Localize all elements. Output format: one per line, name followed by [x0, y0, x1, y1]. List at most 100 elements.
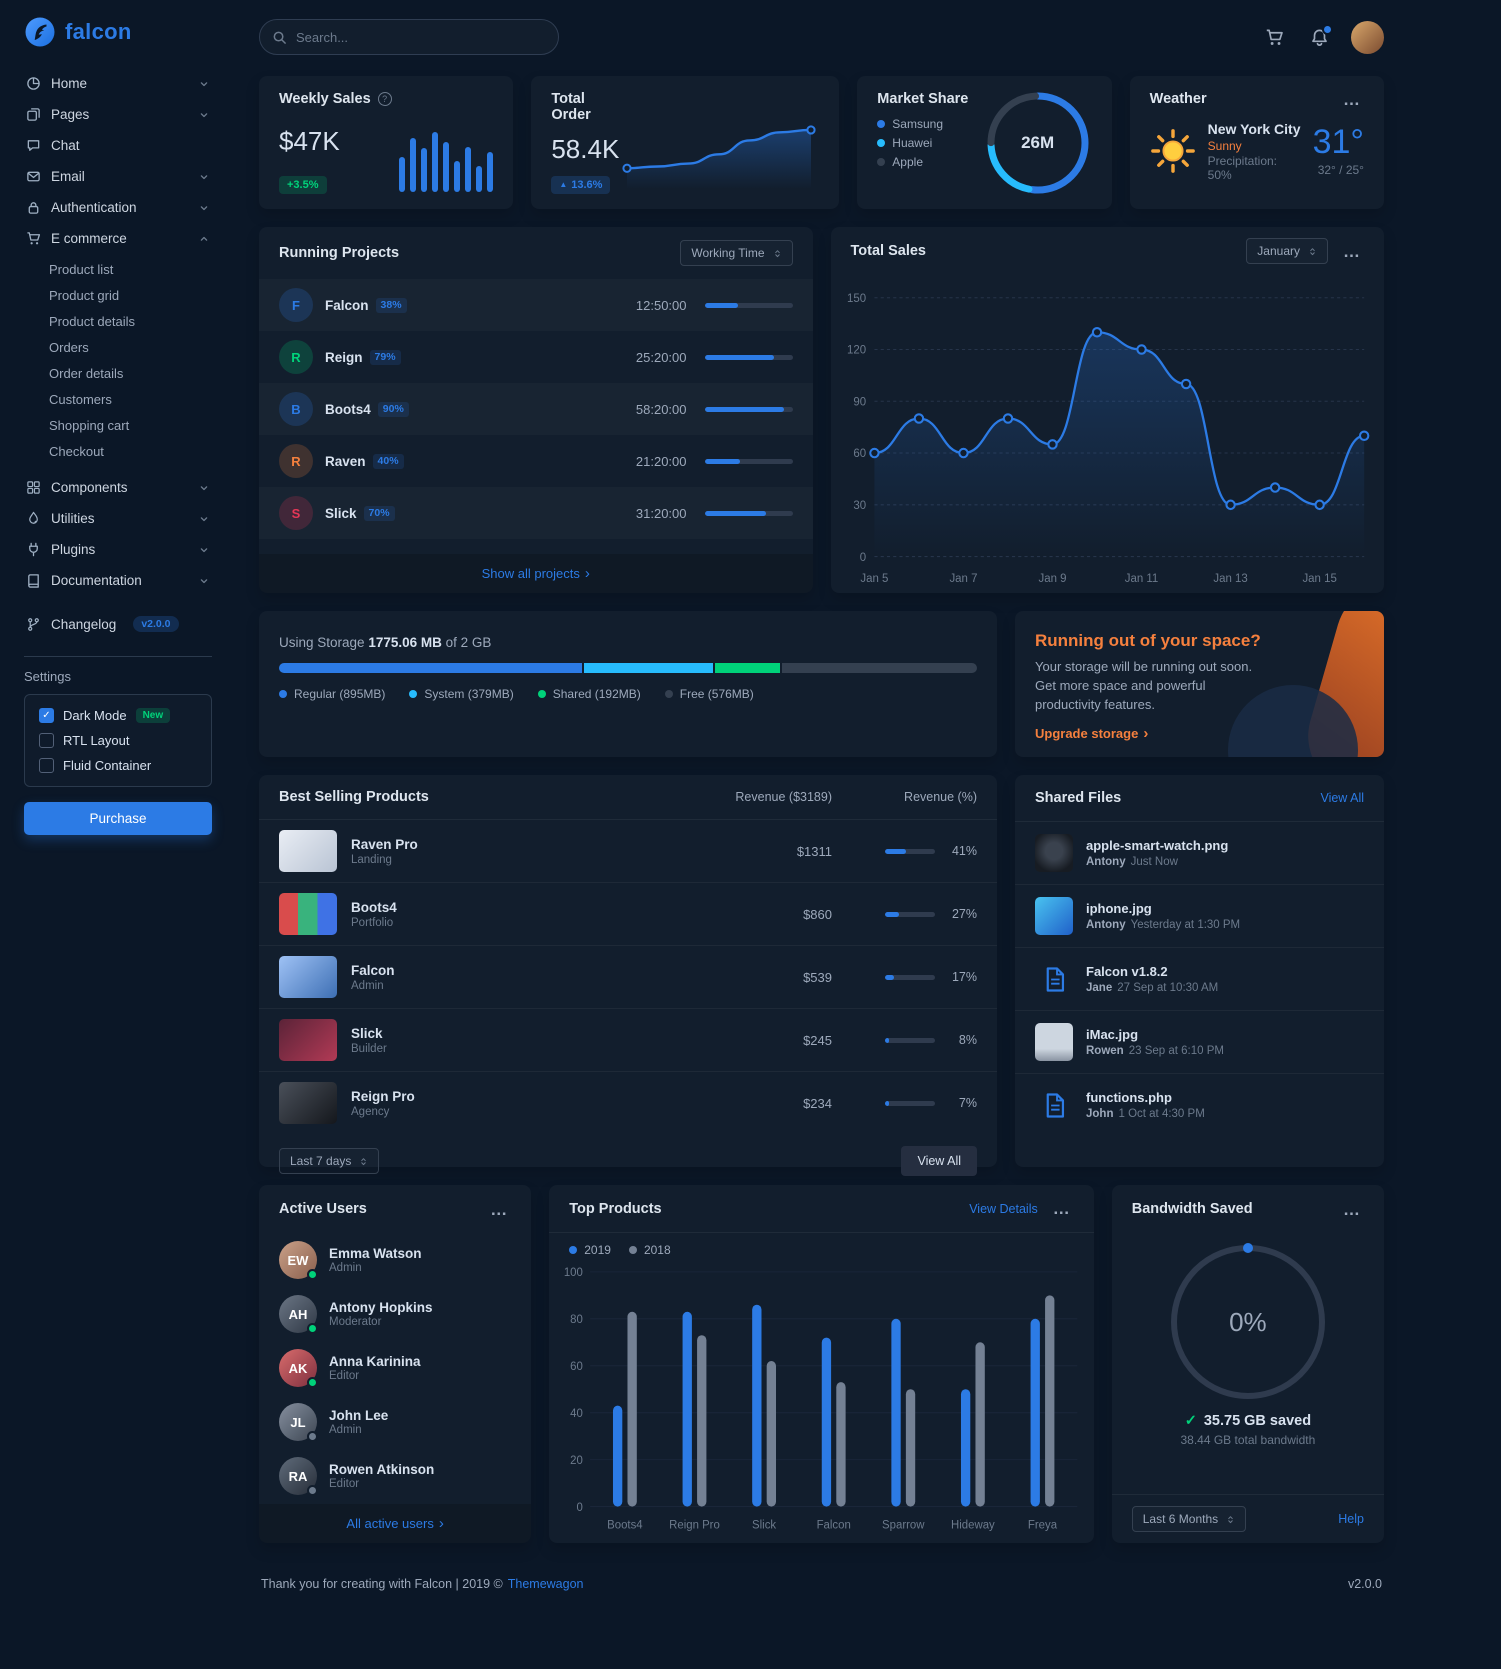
project-avatar: F [279, 288, 313, 322]
project-name-link[interactable]: Slick [325, 505, 357, 521]
user-row[interactable]: AH Antony Hopkins Moderator [259, 1287, 531, 1341]
all-active-users-link[interactable]: All active users › [259, 1504, 532, 1543]
file-name[interactable]: Falcon v1.8.2 [1086, 964, 1168, 979]
sidebar-item-chat[interactable]: Chat [24, 130, 212, 161]
file-name[interactable]: iMac.jpg [1086, 1027, 1139, 1042]
user-name[interactable]: John Lee [329, 1408, 389, 1423]
user-row[interactable]: JL John Lee Admin [259, 1395, 531, 1449]
search-input[interactable] [259, 19, 559, 55]
total-sales-chart: 0 30 60 90 120 150 Jan 5 Jan 7 Jan 9 Jan 11 Jan 13… [839, 283, 1373, 592]
sidebar-item-checkout[interactable]: Checkout [49, 443, 104, 459]
product-revenue: $1311 [796, 843, 832, 859]
sidebar-item-ecommerce[interactable]: E commerce [24, 223, 212, 254]
file-row[interactable]: functions.php John 1 Oct at 4:30 PM [1015, 1074, 1384, 1136]
themewagon-link[interactable]: Themewagon [507, 1577, 584, 1591]
cart-button[interactable] [1261, 24, 1288, 51]
file-name[interactable]: functions.php [1086, 1090, 1172, 1105]
brand-logo[interactable]: falcon [24, 16, 212, 48]
month-select[interactable]: January [1246, 238, 1328, 264]
rtl-layout-toggle[interactable]: ✓ RTL Layout [39, 733, 197, 748]
help-link[interactable]: Help [1338, 1512, 1364, 1526]
storage-upgrade-banner: Running out of your space? Your storage … [1015, 611, 1384, 757]
product-thumbnail[interactable] [279, 830, 337, 872]
file-author: Antony [1086, 919, 1126, 931]
sidebar-item-customers[interactable]: Customers [49, 391, 112, 407]
card-menu-button[interactable]: … [1340, 91, 1364, 108]
product-thumbnail[interactable] [279, 893, 337, 935]
sidebar-item-plugins[interactable]: Plugins [24, 534, 212, 565]
sidebar-item-product-list[interactable]: Product list [49, 261, 114, 277]
view-all-link[interactable]: View All [1320, 791, 1364, 805]
product-thumbnail[interactable] [279, 1082, 337, 1124]
sidebar-item-home[interactable]: Home [24, 68, 212, 99]
file-row[interactable]: iphone.jpg Antony Yesterday at 1:30 PM [1015, 885, 1384, 948]
sidebar-item-orders[interactable]: Orders [49, 339, 89, 355]
dark-mode-toggle[interactable]: ✓ Dark Mode New [39, 708, 197, 723]
user-name[interactable]: Emma Watson [329, 1246, 422, 1261]
svg-text:Jan 11: Jan 11 [1124, 573, 1158, 585]
file-thumbnail [1035, 834, 1073, 872]
user-name[interactable]: Anna Karinina [329, 1354, 421, 1369]
sidebar-item-email[interactable]: Email [24, 161, 212, 192]
user-role: Admin [329, 1262, 362, 1274]
date-range-select[interactable]: Last 7 days [279, 1148, 380, 1174]
sidebar-item-product-details[interactable]: Product details [49, 313, 135, 329]
purchase-button[interactable]: Purchase [24, 802, 212, 835]
product-name-link[interactable]: Raven Pro [351, 836, 418, 852]
card-menu-button[interactable]: … [1340, 243, 1364, 260]
sidebar-item-components[interactable]: Components [24, 472, 212, 503]
working-time-select[interactable]: Working Time [680, 240, 793, 266]
legend-dot [628, 1246, 637, 1254]
file-row[interactable]: apple-smart-watch.png Antony Just Now [1015, 822, 1384, 885]
upgrade-storage-link[interactable]: Upgrade storage › [1035, 726, 1148, 741]
product-name-link[interactable]: Falcon [351, 962, 395, 978]
view-all-button[interactable]: View All [901, 1146, 977, 1176]
period-select[interactable]: Last 6 Months [1131, 1506, 1247, 1532]
show-all-projects-link[interactable]: Show all projects › [259, 554, 813, 593]
notifications-button[interactable] [1306, 24, 1333, 51]
file-row[interactable]: Falcon v1.8.2 Jane 27 Sep at 10:30 AM [1015, 948, 1384, 1011]
sidebar-item-shopping-cart[interactable]: Shopping cart [49, 417, 130, 433]
file-name[interactable]: apple-smart-watch.png [1086, 838, 1229, 853]
user-row[interactable]: AK Anna Karinina Editor [259, 1341, 531, 1395]
product-thumbnail[interactable] [279, 1019, 337, 1061]
svg-text:Slick: Slick [752, 1518, 776, 1531]
legend-dot [877, 139, 886, 147]
user-row[interactable]: EW Emma Watson Admin [259, 1233, 531, 1287]
product-thumbnail[interactable] [279, 956, 337, 998]
sidebar-item-documentation[interactable]: Documentation [24, 565, 212, 596]
product-category: Landing [351, 853, 392, 866]
card-menu-button[interactable]: … [1050, 1200, 1074, 1217]
project-name-link[interactable]: Falcon [325, 297, 369, 313]
sidebar-item-changelog[interactable]: Changelog v2.0.0 [24, 608, 212, 640]
card-menu-button[interactable]: … [487, 1201, 511, 1218]
project-name-link[interactable]: Raven [325, 453, 366, 469]
sidebar-item-authentication[interactable]: Authentication [24, 192, 212, 223]
project-name-link[interactable]: Boots4 [325, 401, 371, 417]
product-name-link[interactable]: Boots4 [351, 899, 397, 915]
card-menu-button[interactable]: … [1340, 1201, 1364, 1218]
svg-text:Jan 15: Jan 15 [1302, 573, 1336, 585]
user-name[interactable]: Antony Hopkins [329, 1300, 433, 1315]
file-row[interactable]: iMac.jpg Rowen 23 Sep at 6:10 PM [1015, 1011, 1384, 1074]
sidebar-item-product-grid[interactable]: Product grid [49, 287, 120, 303]
sidebar-item-utilities[interactable]: Utilities [24, 503, 212, 534]
help-icon[interactable]: ? [377, 92, 392, 106]
fluid-container-toggle[interactable]: ✓ Fluid Container [39, 758, 197, 773]
project-row: S Slick 70% 31:20:00 [259, 487, 813, 539]
project-name-link[interactable]: Reign [325, 349, 363, 365]
file-author: Jane [1086, 982, 1113, 994]
product-name-link[interactable]: Reign Pro [351, 1088, 415, 1104]
storage-card: Using Storage 1775.06 MB of 2 GB Regular… [259, 611, 997, 757]
file-name[interactable]: iphone.jpg [1086, 901, 1152, 916]
user-row[interactable]: RA Rowen Atkinson Editor [259, 1449, 531, 1503]
sidebar-item-order-details[interactable]: Order details [49, 365, 124, 381]
product-name-link[interactable]: Slick [351, 1025, 383, 1041]
svg-text:Jan 9: Jan 9 [1038, 573, 1066, 585]
file-time: Yesterday at 1:30 PM [1130, 919, 1241, 931]
view-details-link[interactable]: View Details [969, 1201, 1038, 1216]
card-title: Total Sales [850, 243, 926, 259]
user-name[interactable]: Rowen Atkinson [329, 1462, 435, 1477]
user-avatar[interactable] [1351, 20, 1384, 54]
sidebar-item-pages[interactable]: Pages [24, 99, 212, 130]
